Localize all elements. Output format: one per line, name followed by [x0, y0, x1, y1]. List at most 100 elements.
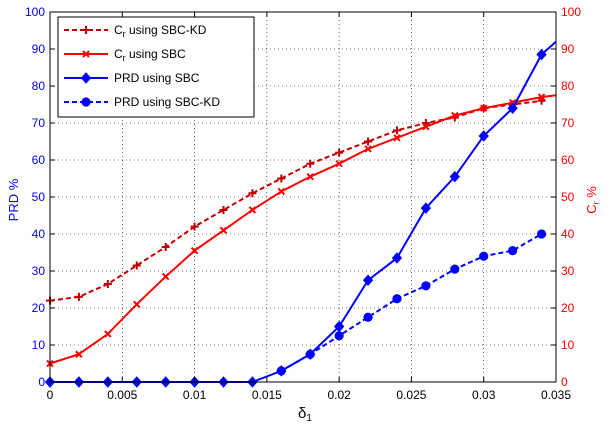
- x-axis-label-main: δ: [298, 405, 306, 422]
- data-point: [363, 312, 373, 322]
- x-tick-label: 0: [47, 388, 54, 402]
- y-axis-label-right-sub: r: [591, 201, 601, 204]
- y-tick-label-right: 80: [561, 79, 575, 93]
- y-tick-label-left: 50: [32, 190, 46, 204]
- data-point: [276, 366, 286, 376]
- data-point: [478, 130, 489, 142]
- legend-marker: [81, 97, 91, 107]
- y-tick-label-left: 90: [32, 42, 46, 56]
- data-point: [392, 126, 401, 135]
- data-point: [420, 202, 432, 214]
- legend-marker: [80, 72, 92, 84]
- y-tick-label-right: 0: [561, 375, 568, 389]
- data-point: [393, 134, 401, 142]
- x-tick-label: 0.025: [396, 388, 426, 402]
- data-point: [133, 300, 141, 309]
- y-tick-label-right: 30: [561, 264, 575, 278]
- data-point: [219, 226, 228, 235]
- data-point: [248, 189, 257, 198]
- legend-entry: PRD using SBC-KD: [64, 95, 220, 109]
- y-tick-label-left: 30: [32, 264, 46, 278]
- data-point: [161, 242, 170, 251]
- data-point: [451, 111, 459, 120]
- data-point: [277, 187, 286, 196]
- data-point: [74, 292, 83, 301]
- x-axis-label-sub: 1: [306, 413, 312, 424]
- series-line: [49, 99, 542, 302]
- legend-label: PRD using SBC: [114, 71, 200, 85]
- data-point: [103, 279, 112, 288]
- data-point: [364, 145, 372, 153]
- data-point: [190, 246, 199, 255]
- data-point: [306, 159, 315, 168]
- y-tick-label-left: 80: [32, 79, 46, 93]
- data-point: [392, 294, 402, 304]
- data-point: [364, 137, 373, 146]
- data-point: [450, 264, 460, 274]
- data-point: [422, 122, 430, 131]
- data-point: [391, 252, 403, 264]
- y-tick-label-right: 50: [561, 190, 575, 204]
- data-point: [219, 205, 228, 214]
- legend-label: PRD using SBC-KD: [114, 95, 220, 109]
- data-point: [104, 330, 112, 338]
- y-tick-label-left: 100: [25, 5, 45, 19]
- legend-label-sub: r: [123, 29, 126, 39]
- legend-label-rest: using SBC: [126, 47, 186, 61]
- legend-label: Cr using SBC-KD: [114, 23, 207, 39]
- legend-entry: Cr using SBC: [64, 47, 186, 63]
- y-tick-label-right: 10: [561, 338, 575, 352]
- y-tick-label-left: 10: [32, 338, 46, 352]
- y-axis-label-right-unit: %: [584, 186, 599, 202]
- x-tick-label: 0.005: [107, 388, 137, 402]
- legend-marker: [82, 26, 90, 34]
- series-3: [276, 229, 547, 376]
- data-point: [421, 281, 431, 291]
- y-tick-label-left: 20: [32, 301, 46, 315]
- data-point: [306, 172, 314, 181]
- data-point: [536, 48, 547, 61]
- legend-label-sub: r: [123, 53, 126, 63]
- data-point: [75, 350, 83, 358]
- legend-entry: PRD using SBC: [64, 71, 200, 85]
- legend-label-main: C: [114, 23, 123, 37]
- data-point: [508, 246, 518, 256]
- data-point: [277, 174, 286, 183]
- data-point: [335, 148, 344, 157]
- data-point: [190, 222, 199, 231]
- y-tick-label-left: 0: [38, 375, 45, 389]
- y-tick-label-right: 60: [561, 153, 575, 167]
- y-tick-label-left: 60: [32, 153, 46, 167]
- legend-box: [57, 16, 255, 118]
- legend-label-main: C: [114, 47, 123, 61]
- y-tick-label-right: 40: [561, 227, 575, 241]
- y-axis-label-right-main: C: [584, 204, 599, 213]
- x-tick-label: 0.02: [327, 388, 351, 402]
- x-tick-label: 0.01: [183, 388, 207, 402]
- data-point: [479, 251, 489, 261]
- legend-label-main: PRD using SBC-KD: [114, 95, 220, 109]
- series-line: [280, 233, 543, 372]
- y-tick-label-right: 100: [561, 5, 581, 19]
- data-point: [362, 274, 374, 286]
- series-layer: [44, 40, 557, 388]
- data-point: [161, 272, 170, 281]
- data-point: [480, 104, 488, 112]
- y-tick-label-left: 70: [32, 116, 46, 130]
- data-point: [248, 206, 257, 214]
- data-point: [305, 349, 315, 359]
- data-point: [507, 102, 518, 114]
- data-point: [536, 229, 547, 239]
- data-point: [132, 261, 141, 270]
- x-axis-label: δ1: [298, 405, 312, 424]
- y-tick-label-right: 70: [561, 116, 575, 130]
- y-tick-label-right: 90: [561, 42, 575, 56]
- y-axis-label-right: Cr %: [584, 186, 601, 214]
- legend-label-main: PRD using SBC: [114, 71, 200, 85]
- legend-marker: [82, 50, 90, 58]
- x-tick-label: 0.035: [541, 388, 571, 402]
- x-tick-label: 0.015: [252, 388, 282, 402]
